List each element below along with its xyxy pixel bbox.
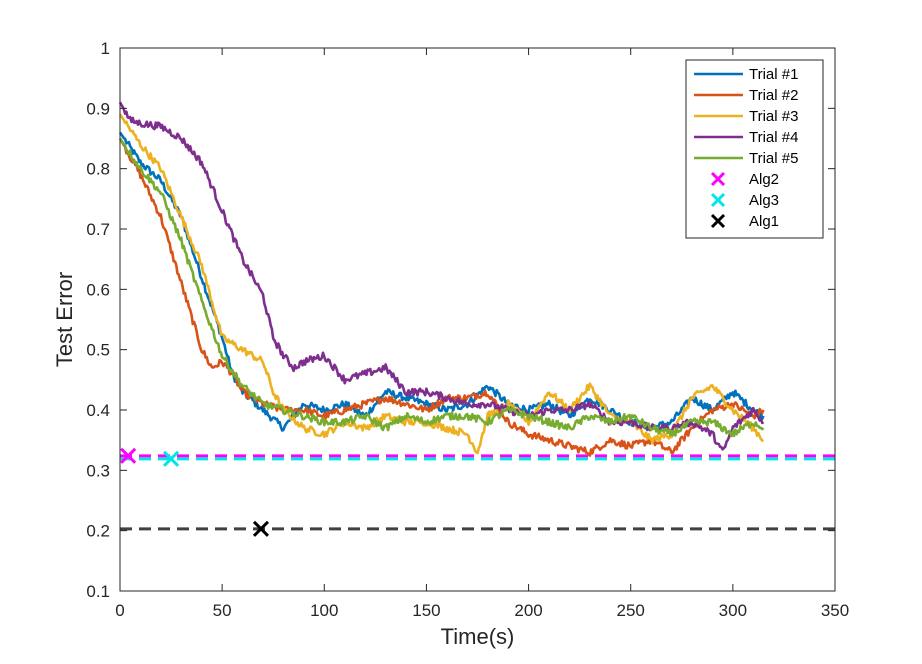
x-tick-label: 150 — [412, 601, 440, 620]
legend-marker — [710, 192, 726, 208]
x-tick-label: 50 — [213, 601, 232, 620]
legend-entry-trial-3: Trial #3 — [694, 108, 798, 125]
legend-label: Alg2 — [749, 171, 779, 188]
legend-marker — [710, 171, 726, 187]
legend-label: Alg3 — [749, 192, 779, 209]
baseline-lines — [120, 454, 835, 531]
y-tick-label: 0.6 — [86, 280, 110, 299]
baseline-markers — [120, 447, 270, 537]
x-tick-label: 100 — [310, 601, 338, 620]
y-tick-label: 0.3 — [86, 461, 110, 480]
legend: Trial #1 Trial #2 Trial #3 Trial #4 Trial #5… — [685, 59, 824, 239]
y-tick-label: 0.5 — [86, 341, 110, 360]
x-tick-label: 350 — [821, 601, 849, 620]
legend-label: Trial #5 — [749, 150, 798, 167]
x-tick-label: 0 — [115, 601, 124, 620]
series-line-trial-3 — [118, 113, 764, 455]
legend-entry-trial-2: Trial #2 — [694, 87, 798, 104]
x-tick-label: 300 — [719, 601, 747, 620]
legend-entry-trial-5: Trial #5 — [694, 150, 798, 167]
legend-entry-alg2: Alg2 — [710, 171, 779, 188]
marker-alg1 — [252, 520, 270, 537]
y-tick-label: 0.2 — [86, 522, 110, 541]
legend-entry-trial-1: Trial #1 — [694, 66, 798, 83]
series-line-trial-5 — [118, 137, 765, 438]
y-tick-label: 0.7 — [86, 220, 110, 239]
x-axis-label: Time(s) — [441, 624, 515, 649]
y-tick-label: 0.9 — [86, 99, 110, 118]
legend-box — [685, 59, 824, 239]
legend-label: Trial #1 — [749, 66, 798, 83]
series-lines — [118, 101, 765, 457]
marker-alg2 — [120, 447, 137, 464]
y-tick-label: 0.1 — [86, 582, 110, 601]
axes-box — [119, 47, 836, 592]
legend-entry-alg3: Alg3 — [710, 192, 779, 209]
y-axis-label: Test Error — [52, 272, 77, 367]
legend-label: Trial #4 — [749, 129, 798, 146]
y-tick-label: 0.8 — [86, 160, 110, 179]
legend-label: Trial #2 — [749, 87, 798, 104]
y-tick-label: 1 — [101, 39, 110, 58]
legend-label: Trial #3 — [749, 108, 798, 125]
y-axis-ticks: 0.1 0.2 0.3 0.4 0.5 0.6 0.7 0.8 0.9 1 — [86, 39, 835, 601]
marker-alg3 — [163, 450, 180, 467]
legend-marker — [710, 213, 726, 229]
x-tick-label: 200 — [514, 601, 542, 620]
x-axis-ticks: 0 50 100 150 200 250 300 350 — [115, 48, 849, 620]
legend-entry-alg1: Alg1 — [710, 213, 779, 230]
legend-entry-trial-4: Trial #4 — [694, 129, 798, 146]
legend-label: Alg1 — [749, 213, 779, 230]
y-tick-label: 0.4 — [86, 401, 110, 420]
x-tick-label: 250 — [617, 601, 645, 620]
